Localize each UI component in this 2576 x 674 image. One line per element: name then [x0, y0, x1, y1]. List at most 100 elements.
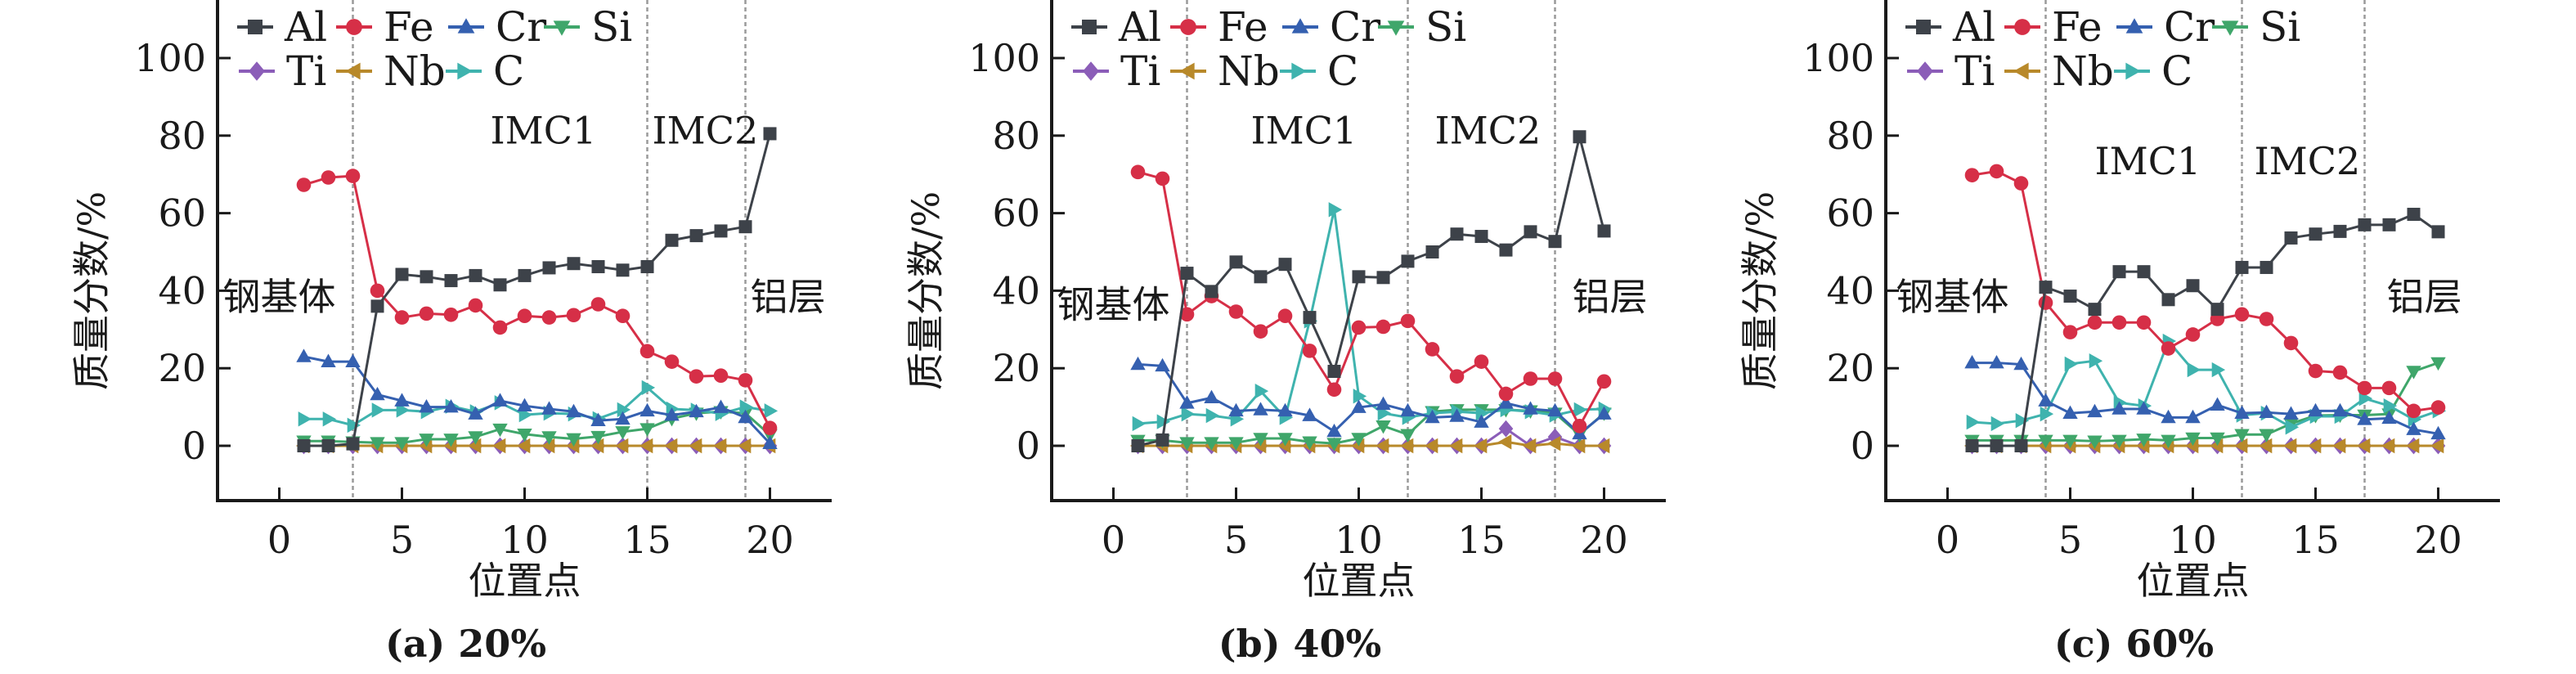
data-point-al	[1131, 439, 1145, 452]
legend-marker-triangle-down-icon	[2221, 20, 2239, 36]
data-point-al	[1401, 254, 1415, 268]
legend-label: Ti	[1120, 47, 1160, 95]
data-point-fe	[443, 307, 459, 322]
data-point-fe	[1449, 369, 1465, 384]
data-point-fe	[1179, 307, 1195, 322]
data-point-fe	[2234, 307, 2250, 322]
data-point-cr	[1547, 402, 1563, 417]
data-point-fe	[2087, 315, 2103, 330]
legend-marker-triangle-left-icon	[345, 62, 361, 80]
data-point-cr	[419, 399, 434, 413]
legend: Al Fe Cr Si Ti Nb C	[1905, 3, 2300, 95]
legend-marker-triangle-right-icon	[2125, 62, 2141, 80]
legend-marker-circle-icon	[346, 19, 362, 35]
legend-label: Si	[1425, 3, 1466, 51]
legend-label: Ti	[286, 47, 326, 95]
data-point-si	[1277, 433, 1293, 447]
data-point-cr	[1155, 357, 1170, 372]
data-point-si	[2406, 366, 2421, 380]
data-point-al	[2186, 279, 2200, 293]
series-al	[297, 127, 777, 452]
legend-label: Si	[591, 3, 632, 51]
y-tick-label: 40	[992, 268, 1040, 312]
data-point-si	[2112, 434, 2127, 448]
data-point-cr	[762, 435, 778, 449]
data-point-fe	[345, 168, 361, 183]
legend-item-ti: Ti	[1073, 47, 1160, 95]
data-point-cr	[1326, 423, 1342, 438]
data-point-nb	[491, 438, 506, 454]
x-tick-label: 5	[2058, 518, 2082, 562]
data-point-al	[2161, 293, 2175, 307]
data-point-si	[419, 434, 434, 447]
legend-label: C	[493, 47, 524, 95]
region-annotation: IMC1	[1251, 108, 1358, 152]
data-point-fe	[419, 306, 434, 321]
data-point-nb	[1497, 434, 1512, 450]
data-point-cr	[1204, 389, 1219, 404]
series-fe	[1964, 164, 2446, 419]
data-point-fe	[1302, 344, 1317, 358]
data-point-cr	[1130, 356, 1146, 371]
data-point-nb	[712, 438, 727, 454]
data-point-al	[2358, 218, 2372, 231]
data-point-fe	[1474, 354, 1489, 369]
region-annotation: 钢基体	[1896, 275, 2009, 319]
data-point-al	[297, 439, 311, 452]
data-point-fe	[1523, 371, 1538, 386]
data-point-al	[1573, 130, 1586, 144]
data-point-c	[1156, 414, 1171, 429]
data-point-al	[2382, 218, 2396, 231]
data-point-fe	[738, 373, 753, 388]
data-point-nb	[1522, 438, 1537, 454]
y-tick-label: 20	[1826, 346, 1874, 390]
data-point-fe	[394, 310, 410, 325]
legend-item-c: C	[2114, 47, 2192, 95]
data-point-fe	[1572, 419, 1587, 434]
legend-label: Al	[1118, 3, 1161, 51]
data-point-nb	[2405, 438, 2420, 454]
data-point-cr	[2112, 401, 2127, 415]
data-point-fe	[762, 420, 778, 435]
data-point-al	[640, 260, 654, 274]
data-point-fe	[2430, 400, 2446, 415]
data-point-al	[1327, 364, 1341, 378]
data-point-c	[641, 380, 656, 396]
data-point-fe	[2283, 335, 2299, 351]
data-point-al	[2063, 290, 2077, 303]
series-cr	[1964, 354, 2446, 440]
data-point-fe	[1326, 382, 1342, 398]
legend-item-si: Si	[1378, 3, 1466, 51]
data-point-fe	[2161, 341, 2176, 356]
data-point-cr	[2430, 425, 2446, 440]
data-point-si	[492, 423, 508, 438]
data-point-nb	[2209, 438, 2224, 454]
data-point-cr	[2332, 402, 2348, 417]
data-point-cr	[2087, 403, 2103, 418]
data-point-nb	[1399, 438, 1414, 454]
y-tick-label: 60	[158, 191, 206, 236]
y-axis-title: 质量分数/%	[1738, 191, 1782, 390]
panel-a: 0 20 40 60 80 100 0 5 10 15 20 位置点 质量分数/% (a) 20% 钢基体 I…	[70, 0, 832, 666]
data-point-c	[1990, 416, 2005, 432]
region-annotation: IMC1	[2095, 139, 2201, 183]
y-tick-label: 80	[992, 114, 1040, 158]
data-point-si	[1228, 437, 1244, 451]
data-point-fe	[1498, 386, 1514, 402]
legend: Al Fe Cr Si Ti Nb C	[237, 3, 632, 95]
legend-label: Cr	[496, 3, 546, 51]
x-tick-label: 5	[390, 518, 414, 562]
x-tick-label: 15	[1457, 518, 1506, 562]
x-tick-label: 0	[267, 518, 291, 562]
legend-label: Nb	[2052, 47, 2114, 95]
data-point-cr	[370, 386, 385, 401]
data-point-al	[689, 229, 703, 243]
region-annotation: 铝层	[751, 275, 826, 319]
data-point-si	[640, 423, 655, 437]
data-point-si	[1253, 433, 1268, 447]
region-annotation: IMC2	[1435, 108, 1542, 152]
data-point-al	[1425, 245, 1439, 258]
data-point-fe	[517, 308, 532, 324]
legend-item-nb: Nb	[1170, 47, 1280, 95]
data-point-si	[2161, 434, 2176, 448]
